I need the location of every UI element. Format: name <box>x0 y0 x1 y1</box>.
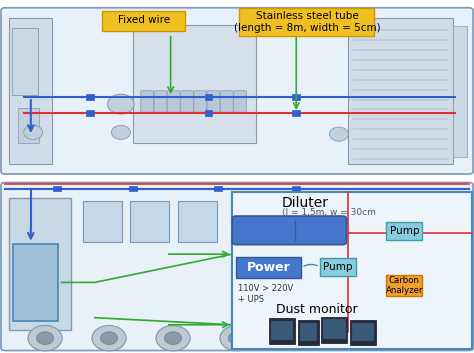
Bar <box>133 25 256 143</box>
Text: (l = 1,5m, w = 30cm: (l = 1,5m, w = 30cm <box>282 208 376 217</box>
Bar <box>129 186 137 191</box>
Bar <box>298 320 319 345</box>
Bar <box>350 320 376 345</box>
Text: Carbon
Analyzer: Carbon Analyzer <box>385 276 423 295</box>
Bar <box>346 203 389 240</box>
Bar <box>292 110 300 116</box>
FancyBboxPatch shape <box>194 91 207 112</box>
Text: Dust monitor: Dust monitor <box>276 304 357 316</box>
Bar <box>386 275 422 296</box>
Circle shape <box>228 332 246 345</box>
Circle shape <box>24 125 43 139</box>
Circle shape <box>220 325 254 351</box>
Text: Fixed wire: Fixed wire <box>118 16 170 25</box>
Bar <box>205 94 212 100</box>
Bar <box>205 110 212 116</box>
FancyBboxPatch shape <box>1 183 473 351</box>
Bar <box>236 257 301 278</box>
Bar <box>239 8 374 36</box>
Bar <box>102 11 185 31</box>
Bar <box>348 18 453 164</box>
Bar <box>86 110 94 116</box>
Bar <box>12 28 38 95</box>
Bar <box>300 323 317 341</box>
FancyBboxPatch shape <box>154 91 167 112</box>
FancyBboxPatch shape <box>1 8 473 174</box>
FancyBboxPatch shape <box>232 216 346 245</box>
Bar <box>18 108 39 143</box>
Circle shape <box>28 325 62 351</box>
FancyBboxPatch shape <box>220 91 233 112</box>
Circle shape <box>100 332 118 345</box>
Bar <box>323 319 346 339</box>
Text: Power: Power <box>247 261 291 274</box>
Bar <box>320 258 356 276</box>
Circle shape <box>164 332 182 345</box>
FancyBboxPatch shape <box>207 91 220 112</box>
Bar <box>9 198 71 330</box>
Circle shape <box>108 94 134 114</box>
Text: Stainless steel tube
(length = 8m, width = 5cm): Stainless steel tube (length = 8m, width… <box>234 11 381 33</box>
Bar <box>53 186 61 191</box>
Bar <box>83 201 122 242</box>
Text: 110V > 220V
+ UPS: 110V > 220V + UPS <box>238 284 293 304</box>
Bar <box>130 201 169 242</box>
Text: Pump: Pump <box>390 226 419 236</box>
Bar <box>178 201 217 242</box>
Circle shape <box>36 332 54 345</box>
Bar <box>214 186 222 191</box>
Bar <box>321 317 347 343</box>
Bar <box>271 321 293 340</box>
Bar <box>9 18 52 164</box>
FancyBboxPatch shape <box>141 91 154 112</box>
Bar <box>86 94 94 100</box>
Circle shape <box>329 127 348 141</box>
Circle shape <box>156 325 190 351</box>
FancyBboxPatch shape <box>167 91 180 112</box>
Bar <box>269 318 295 344</box>
FancyBboxPatch shape <box>234 91 246 112</box>
Circle shape <box>92 325 126 351</box>
Circle shape <box>111 125 130 139</box>
Text: Diluter: Diluter <box>282 196 329 210</box>
Bar <box>292 94 300 100</box>
Bar <box>292 186 300 191</box>
Bar <box>232 192 472 349</box>
FancyBboxPatch shape <box>181 91 193 112</box>
Bar <box>13 244 58 321</box>
Bar <box>341 198 467 330</box>
Bar <box>386 222 422 240</box>
Text: Pump: Pump <box>323 262 353 272</box>
Bar <box>352 323 374 341</box>
Bar <box>453 26 467 157</box>
